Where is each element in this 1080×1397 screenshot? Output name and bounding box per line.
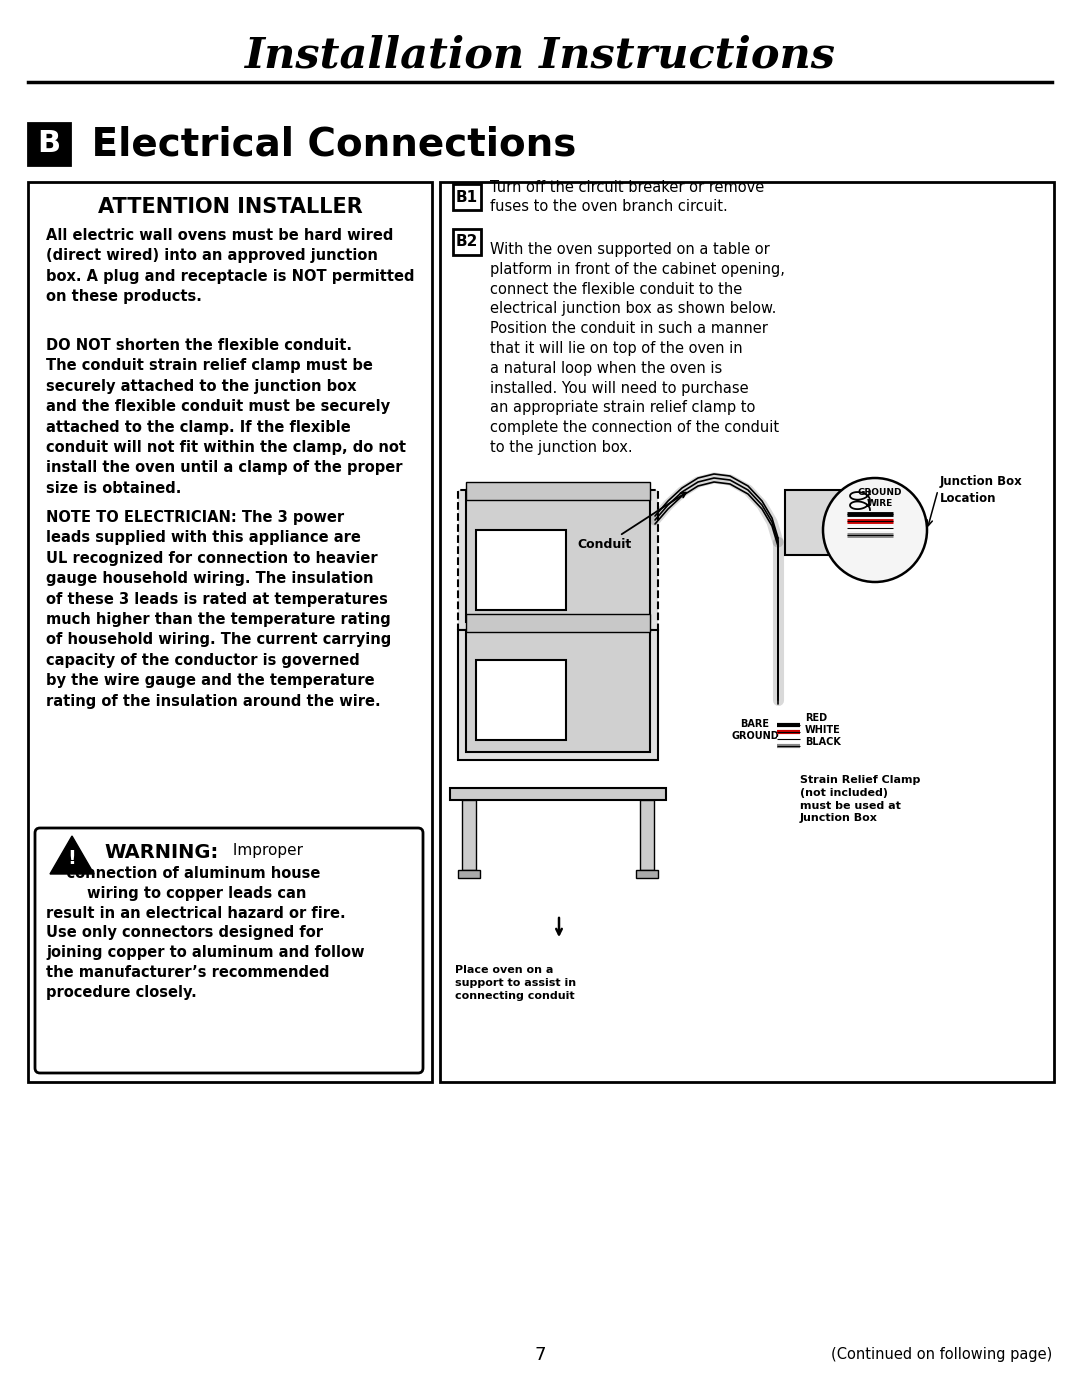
Text: Improper: Improper <box>228 842 303 858</box>
Bar <box>440 182 1054 1083</box>
Bar <box>462 800 476 870</box>
Bar <box>458 870 480 877</box>
Bar <box>450 788 666 800</box>
Text: ATTENTION INSTALLER: ATTENTION INSTALLER <box>97 197 363 217</box>
Bar <box>465 630 650 752</box>
Text: RED
WHITE
BLACK: RED WHITE BLACK <box>805 714 841 746</box>
Text: connection of aluminum house
        wiring to copper leads can
result in an ele: connection of aluminum house wiring to c… <box>46 866 365 1000</box>
Bar <box>476 529 566 610</box>
Bar <box>453 184 481 210</box>
Text: Installation Instructions: Installation Instructions <box>244 34 836 75</box>
Text: With the oven supported on a table or
platform in front of the cabinet opening,
: With the oven supported on a table or pl… <box>490 242 785 455</box>
Bar <box>785 490 840 555</box>
Bar <box>28 123 70 165</box>
Bar <box>453 229 481 256</box>
Text: Electrical Connections: Electrical Connections <box>78 124 577 163</box>
Text: !: ! <box>68 848 77 868</box>
Polygon shape <box>50 835 94 875</box>
Text: GROUND
WIRE: GROUND WIRE <box>858 489 902 507</box>
Text: DO NOT shorten the flexible conduit.
The conduit strain relief clamp must be
sec: DO NOT shorten the flexible conduit. The… <box>46 338 406 496</box>
Bar <box>640 800 654 870</box>
Bar <box>465 490 650 622</box>
Text: Junction Box
Location: Junction Box Location <box>940 475 1023 504</box>
Text: Conduit: Conduit <box>578 493 686 552</box>
Bar <box>458 490 658 630</box>
Text: Strain Relief Clamp
(not included)
must be used at
Junction Box: Strain Relief Clamp (not included) must … <box>800 775 920 823</box>
FancyBboxPatch shape <box>35 828 423 1073</box>
Bar <box>28 182 432 1083</box>
Bar <box>636 870 658 877</box>
Text: WARNING:: WARNING: <box>104 842 218 862</box>
Text: B1: B1 <box>456 190 478 204</box>
Bar <box>465 615 650 631</box>
Bar <box>458 630 658 760</box>
Text: B2: B2 <box>456 235 478 250</box>
Text: NOTE TO ELECTRICIAN: The 3 power
leads supplied with this appliance are
UL recog: NOTE TO ELECTRICIAN: The 3 power leads s… <box>46 510 391 708</box>
Text: (Continued on following page): (Continued on following page) <box>831 1348 1052 1362</box>
Text: 7: 7 <box>535 1345 545 1363</box>
Text: B: B <box>38 130 60 158</box>
Text: BARE
GROUND: BARE GROUND <box>731 719 779 740</box>
Text: All electric wall ovens must be hard wired
(direct wired) into an approved junct: All electric wall ovens must be hard wir… <box>46 228 415 305</box>
Bar <box>465 482 650 500</box>
Bar <box>476 659 566 740</box>
Circle shape <box>823 478 927 583</box>
Text: Turn off the circuit breaker or remove
fuses to the oven branch circuit.: Turn off the circuit breaker or remove f… <box>490 180 765 214</box>
Text: Place oven on a
support to assist in
connecting conduit: Place oven on a support to assist in con… <box>455 965 576 1000</box>
